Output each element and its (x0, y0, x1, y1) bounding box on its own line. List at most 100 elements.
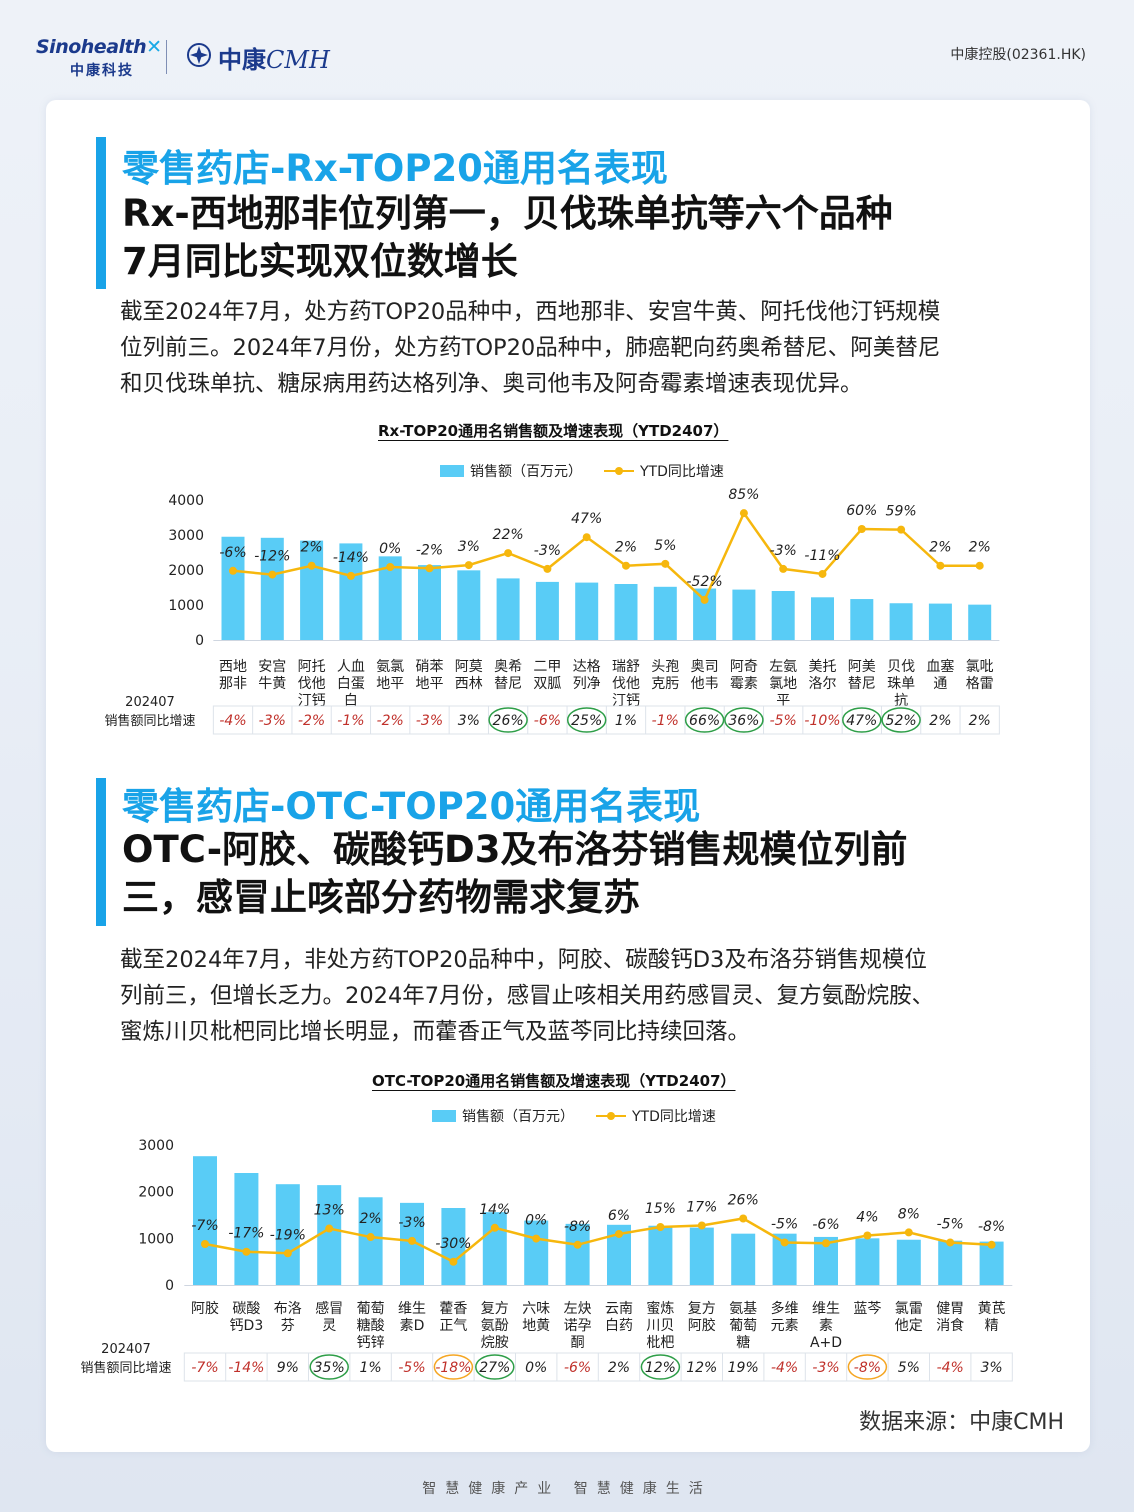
legend-line-swatch (596, 1110, 626, 1122)
category-label: 奥希 (494, 658, 522, 675)
legend-bar-swatch (440, 465, 464, 477)
growth-point (987, 1240, 996, 1249)
category-label: 感冒 (315, 1300, 343, 1317)
sales-bar (535, 581, 559, 640)
growth-point (615, 1229, 623, 1238)
month-row-label: 销售额同比增速 (104, 713, 195, 729)
category-label: 精 (985, 1318, 999, 1334)
y-tick-label: 2000 (168, 563, 204, 579)
month-growth-value: 5% (898, 1360, 920, 1376)
growth-data-label: 5% (654, 538, 676, 554)
category-label: 多维 (771, 1300, 799, 1317)
growth-data-label: -52% (687, 574, 723, 590)
growth-point (779, 564, 788, 573)
growth-point (739, 509, 748, 518)
sales-bar (234, 1173, 259, 1285)
category-label: 地黄 (522, 1317, 550, 1334)
growth-point (504, 549, 513, 558)
month-growth-value: 2% (969, 713, 991, 729)
month-growth-value: 27% (479, 1360, 510, 1376)
highlight-ring (640, 1354, 681, 1380)
category-label: 白药 (605, 1318, 633, 1334)
sales-bar (811, 597, 834, 640)
growth-data-label: -7% (191, 1218, 218, 1234)
category-label: 牛黄 (258, 675, 286, 692)
growth-point (818, 569, 827, 578)
category-label: 头孢 (651, 659, 679, 675)
y-tick-label: 3000 (168, 528, 204, 544)
growth-point (697, 1221, 706, 1230)
chart1-title: Rx-TOP20通用名销售额及增速表现（YTD2407） (378, 422, 729, 440)
growth-data-label: 13% (314, 1203, 345, 1219)
category-label: 藿香 (439, 1301, 467, 1317)
section2-title: OTC-阿胶、碳酸钙D3及布洛芬销售规模位列前 三，感冒止咳部分药物需求复苏 (122, 826, 908, 922)
section1-paragraph: 截至2024年7月，处方药TOP20品种中，西地那非、安宫牛黄、阿托伐他汀钙规模… (120, 294, 1040, 402)
category-label: 珠单 (887, 676, 915, 692)
growth-point (573, 1240, 582, 1249)
growth-data-label: 4% (856, 1210, 878, 1226)
highlight-ring (309, 1354, 349, 1380)
growth-point (532, 1234, 541, 1243)
sales-bar (732, 589, 756, 640)
category-label: 糖酸 (357, 1318, 385, 1334)
category-label: 六味 (522, 1301, 550, 1317)
category-label: 氨酚 (481, 1318, 509, 1334)
section2-subtitle: 零售药店-OTC-TOP20通用名表现 (122, 785, 701, 828)
category-label: 维生 (398, 1301, 426, 1317)
category-label: 西地 (219, 659, 247, 675)
section1-para-line: 位列前三。2024年7月份，处方药TOP20品种中，肺癌靶向药奥希替尼、阿美替尼 (120, 335, 941, 361)
category-label: 阿奇 (730, 658, 758, 675)
section1-para-line: 和贝伐珠单抗、糖尿病用药达格列净、奥司他韦及阿奇霉素增速表现优异。 (120, 371, 863, 397)
sinohealth-logo: Sinohealth✕ (36, 36, 162, 58)
highlight-ring (566, 707, 607, 733)
category-label: 汀钙 (298, 693, 326, 709)
growth-point (268, 570, 277, 579)
month-growth-value: 2% (608, 1360, 630, 1376)
growth-data-label: -3% (534, 543, 561, 559)
category-label: 复方 (688, 1300, 716, 1317)
cmh-logo-icon (187, 43, 211, 67)
sales-bar (496, 578, 520, 640)
sales-bar (850, 599, 874, 640)
month-growth-value: -2% (298, 713, 325, 729)
growth-point (582, 533, 591, 542)
month-growth-value: -8% (854, 1360, 881, 1376)
growth-point (936, 561, 945, 570)
month-row-label: 202407 (101, 1342, 151, 1357)
category-label: 伐他 (298, 676, 326, 692)
category-label: 氯雷 (895, 1301, 923, 1317)
growth-data-label: 3% (458, 539, 480, 555)
sales-bar (565, 1223, 590, 1285)
sales-bar (968, 604, 992, 640)
category-label: 阿莫 (455, 659, 483, 675)
logo-x-icon: ✕ (146, 36, 162, 58)
growth-data-label: -17% (228, 1226, 264, 1242)
chart1-legend: 销售额（百万元） YTD同比增速 (440, 461, 724, 481)
sales-bar (300, 540, 324, 640)
growth-data-label: 2% (929, 540, 951, 556)
month-growth-value: -3% (259, 713, 286, 729)
month-growth-value: 9% (277, 1360, 299, 1376)
growth-point (386, 563, 395, 571)
growth-data-label: 2% (615, 540, 637, 556)
legend-sales-label: 销售额（百万元） (470, 464, 582, 480)
growth-point (739, 1214, 748, 1223)
growth-data-label: -6% (219, 545, 246, 561)
month-growth-value: 3% (980, 1360, 1002, 1376)
growth-point (449, 1257, 458, 1266)
section2-para-line: 蜜炼川贝枇杷同比增长明显，而藿香正气及蓝芩同比持续回落。 (120, 1019, 751, 1045)
growth-point (366, 1233, 375, 1242)
growth-point (700, 595, 709, 604)
legend-sales-label: 销售额（百万元） (462, 1109, 574, 1125)
sales-bar (938, 1240, 963, 1285)
category-label: 灵 (322, 1318, 336, 1334)
growth-point (656, 1223, 665, 1231)
category-label: 维生 (812, 1301, 840, 1317)
month-growth-value: -6% (534, 713, 561, 729)
month-growth-value: -14% (228, 1360, 264, 1376)
growth-data-label: 22% (493, 527, 524, 543)
growth-point (822, 1239, 830, 1248)
growth-point (622, 561, 630, 570)
growth-data-label: -2% (416, 542, 443, 558)
category-label: 列净 (573, 676, 601, 692)
